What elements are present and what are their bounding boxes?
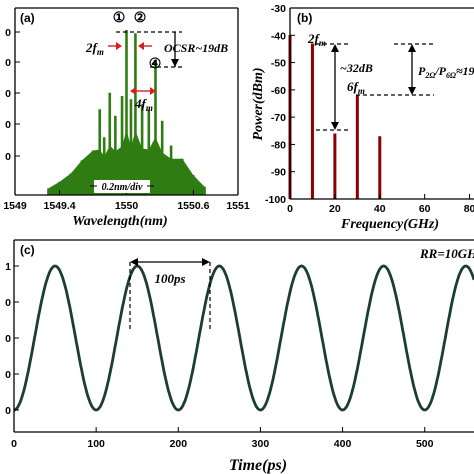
panel-c-period-arrowhead-right: [202, 258, 210, 266]
panel-b-label: (b): [297, 11, 312, 25]
panel-a-y-tick-label: 0: [5, 27, 11, 39]
panel-c-x-tick-label: 300: [252, 438, 270, 450]
panel-a-x-axis-title: Wavelength(nm): [72, 214, 167, 229]
panel-a-resolution-label: 0.2nm/div: [102, 182, 143, 193]
panel-b-ratio-label: P2Ω/P6Ω≈19d: [418, 64, 474, 80]
panel-c-ticks: 0 100 200 300 400 500 0 0 0 0 1: [5, 261, 433, 450]
panel-a-2fm-label: 2fm: [85, 40, 104, 57]
panel-b-ticks: 0 20 40 60 80 -30 -40 -50 -60 -70 -80 -90 -100: [265, 3, 474, 215]
panel-a-ocsr-arrowhead: [171, 59, 179, 67]
panel-c-x-axis-title: Time(ps): [229, 457, 287, 474]
panel-a-2fm-arrowhead-right: [138, 42, 144, 50]
panel-b-6fm-label: 6fm: [347, 79, 365, 96]
panel-a-4fm-arrowhead-left: [130, 87, 136, 95]
panel-a-label: (a): [20, 11, 35, 25]
panel-a-marker-2: ②: [134, 11, 147, 26]
panel-a-x-tick-label: 1549.4: [44, 200, 76, 212]
panel-a-4fm-label: 4fm: [134, 96, 153, 113]
panel-a-2fm-arrowhead-left: [116, 42, 122, 50]
panel-b-y-tick-label: -30: [271, 3, 286, 15]
panel-c-waveform: [13, 264, 474, 412]
panel-b-ratio-arrowhead-down: [408, 87, 416, 95]
panel-b-x-tick-label: 40: [374, 203, 386, 215]
panel-a-resolution-box: [94, 180, 150, 193]
panel-b-y-tick-label: -70: [271, 112, 286, 124]
panel-a-x-tick-label: 1549: [3, 200, 27, 212]
panel-b-ratio-arrowhead-up: [408, 44, 416, 52]
panel-c-x-tick-label: 200: [170, 438, 188, 450]
panel-c-y-tick-label: 0: [5, 405, 11, 417]
panel-a-y-tick-label: 0: [5, 151, 11, 163]
panel-b-delta-arrowhead-up: [331, 44, 339, 52]
panel-a-x-tick-label: 1550.6: [177, 200, 209, 212]
panel-a-ocsr-label: OCSR~19dB: [164, 41, 228, 55]
panel-a-y-ticks: 0 0 0 0 0: [5, 27, 20, 163]
panel-c-x-tick-label: 0: [11, 438, 17, 450]
panel-b-x-tick-label: 20: [329, 203, 341, 215]
panel-c-x-tick-label: 500: [416, 438, 434, 450]
panel-b-y-tick-label: -80: [271, 139, 286, 151]
panel-b-y-tick-label: -40: [271, 30, 286, 42]
panel-b-y-tick-label: -60: [271, 85, 286, 97]
panel-a-x-tick-label: 1550: [115, 200, 139, 212]
panel-c-x-tick-label: 100: [87, 438, 105, 450]
panel-c-y-tick-label: 0: [5, 369, 11, 381]
panel-c-period-label: 100ps: [154, 271, 185, 286]
panel-c-y-tick-label: 0: [5, 297, 11, 309]
panel-b-y-tick-label: -50: [271, 58, 286, 70]
panel-b-x-tick-label: 80: [464, 203, 474, 215]
panel-b-x-axis-title: Frequency(GHz): [340, 217, 439, 232]
panel-a-4fm-arrowhead-right: [150, 87, 156, 95]
panel-c: 0 100 200 300 400 500 0 0 0 0 1 (c) Time(ps) RR=10…: [5, 239, 474, 474]
panel-a-x-ticks: 1549 1549.4 1550 1550.6 1551: [3, 190, 250, 212]
panel-a-marker-4: ④: [149, 57, 162, 72]
panel-a-y-tick-label: 0: [5, 88, 11, 100]
panel-a-y-tick-label: 0: [5, 57, 11, 69]
panel-c-y-tick-label: 0: [5, 333, 11, 345]
panel-c-period-arrowhead-left: [130, 258, 138, 266]
panel-b-delta-arrowhead-down: [331, 122, 339, 130]
panel-c-y-tick-label: 1: [5, 261, 11, 273]
panel-b-x-tick-label: 60: [419, 203, 431, 215]
panel-c-x-tick-label: 400: [334, 438, 352, 450]
panel-b: 0 20 40 60 80 -30 -40 -50 -60 -70 -80 -90 -100 (b) F…: [251, 3, 474, 232]
panel-c-label: (c): [20, 243, 35, 257]
panel-b-2fm-label: 2fm: [307, 31, 326, 48]
panel-a-y-tick-label: 0: [5, 119, 11, 131]
panel-b-x-tick-label: 0: [287, 203, 293, 215]
panel-b-delta-label: ~32dB: [340, 61, 373, 75]
panel-a-marker-1: ①: [113, 11, 126, 26]
panel-a: 1549 1549.4 1550 1550.6 1551 0 0 0 0 0 (a) Wavel…: [3, 7, 250, 229]
panel-b-y-tick-label: -100: [265, 194, 286, 206]
panel-a-spectrum: [47, 30, 206, 195]
panel-b-y-tick-label: -90: [271, 167, 286, 179]
panel-a-x-tick-label: 1551: [226, 200, 250, 212]
panel-c-rate-label: RR=10GH: [419, 246, 474, 261]
panel-b-y-axis-title: Power(dBm): [251, 67, 266, 140]
